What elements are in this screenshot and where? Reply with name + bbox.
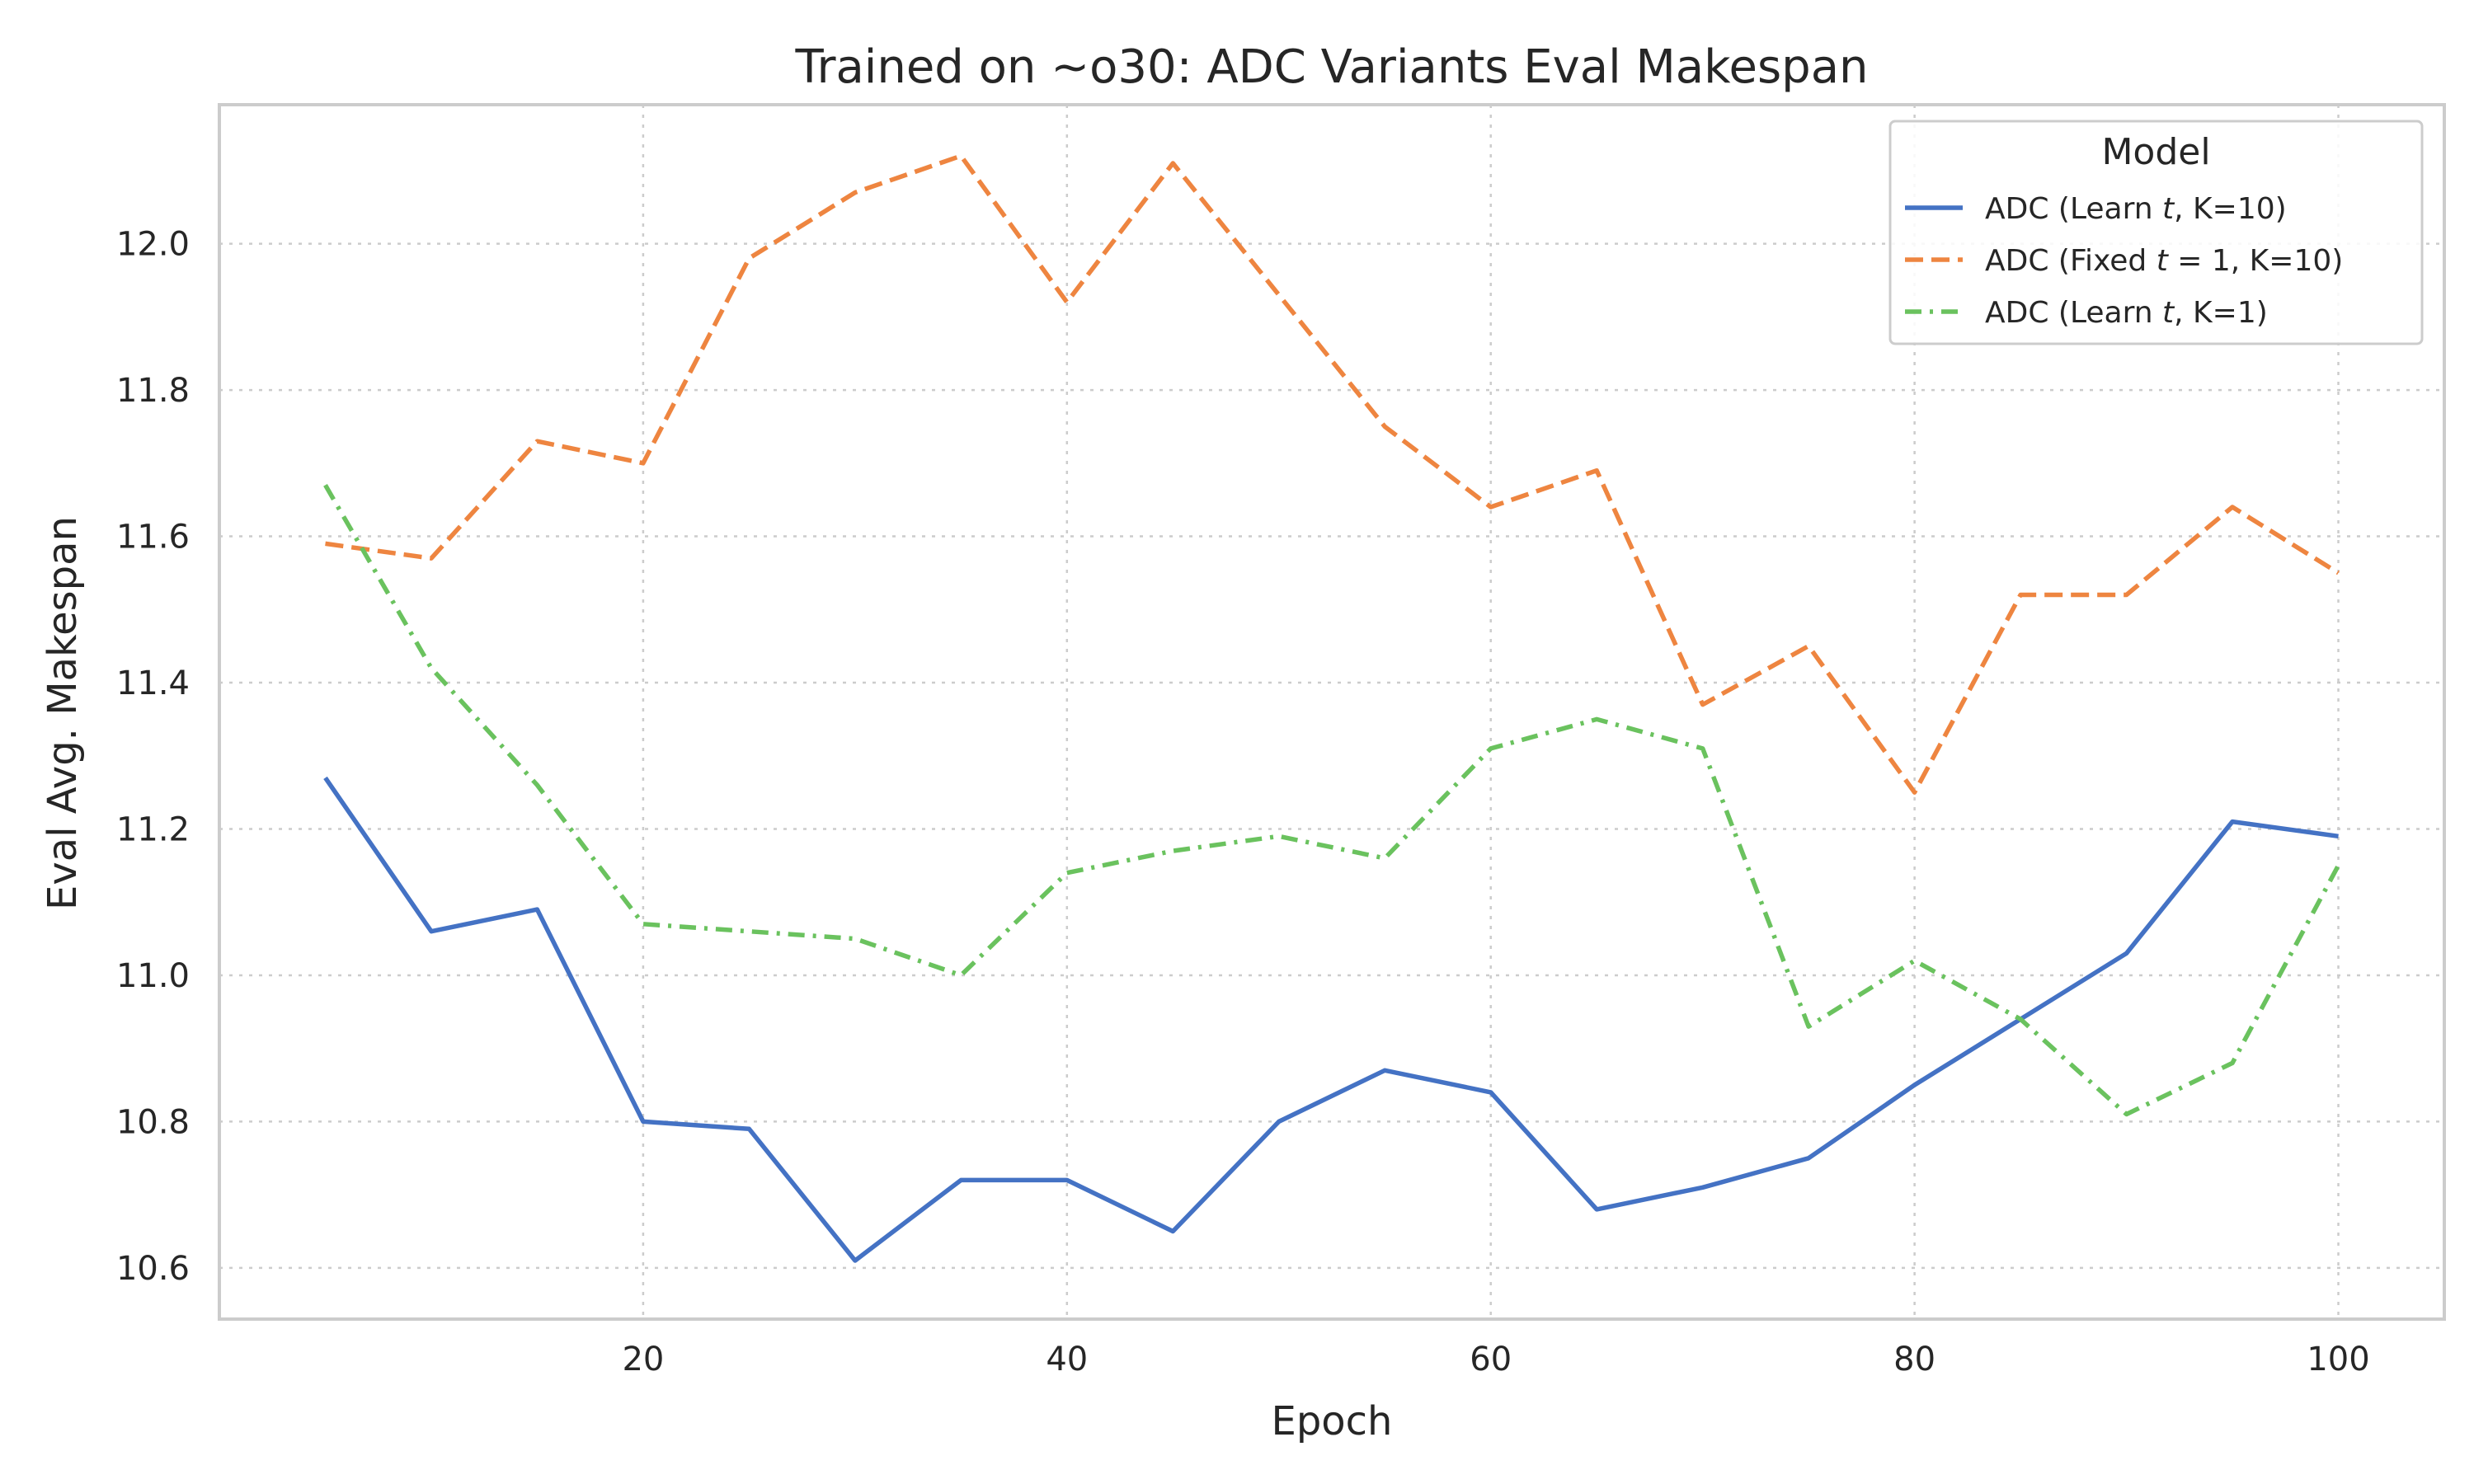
legend-label-text: , K=10) [2174,192,2287,226]
legend-label-text: = 1, K=10) [2168,244,2343,278]
legend-label-italic-var: t [2162,192,2175,226]
y-tick-label: 11.0 [116,957,190,995]
chart-title: Trained on ~o30: ADC Variants Eval Makes… [794,40,1868,94]
x-tick-label: 60 [1470,1341,1512,1378]
y-tick-label: 10.8 [116,1103,190,1141]
legend-box [1888,120,2424,345]
x-tick-label: 100 [2307,1341,2369,1378]
legend-label-italic-var: t [2162,296,2175,330]
legend-label-italic-var: t [2157,244,2170,278]
y-tick-label: 11.4 [116,665,190,702]
legend-label-text: ADC (Learn [1985,296,2162,330]
legend-label-2: ADC (Fixed t = 1, K=10) [1985,244,2343,278]
y-axis-label: Eval Avg. Makespan [40,516,86,910]
series-line-2 [325,153,2340,795]
tick-labels: 20 40 60 80 100 10.6 10.8 11.0 11.2 11.4 11.6 11.8 1… [116,226,2370,1378]
series-lines [323,153,2340,1263]
series-line-3 [323,484,2340,1117]
legend-label-3: ADC (Learn t, K=1) [1985,296,2268,330]
legend-label-1: ADC (Learn t, K=10) [1985,192,2287,226]
legend-title: Model [2101,131,2210,173]
legend-label-text: , K=1) [2174,296,2268,330]
plot-frame [218,103,2446,1321]
y-tick-label: 11.8 [116,372,190,410]
x-axis-label: Epoch [1272,1398,1393,1444]
y-tick-label: 11.6 [116,519,190,556]
y-tick-label: 12.0 [116,226,190,264]
y-tick-label: 11.2 [116,810,190,848]
x-tick-label: 20 [622,1341,664,1378]
series-line-1 [323,776,2339,1263]
legend-label-text: ADC (Learn [1985,192,2162,226]
x-tick-label: 40 [1046,1341,1088,1378]
x-tick-label: 80 [1893,1341,1935,1378]
y-tick-label: 10.6 [116,1250,190,1288]
legend-label-text: ADC (Fixed [1985,244,2157,278]
